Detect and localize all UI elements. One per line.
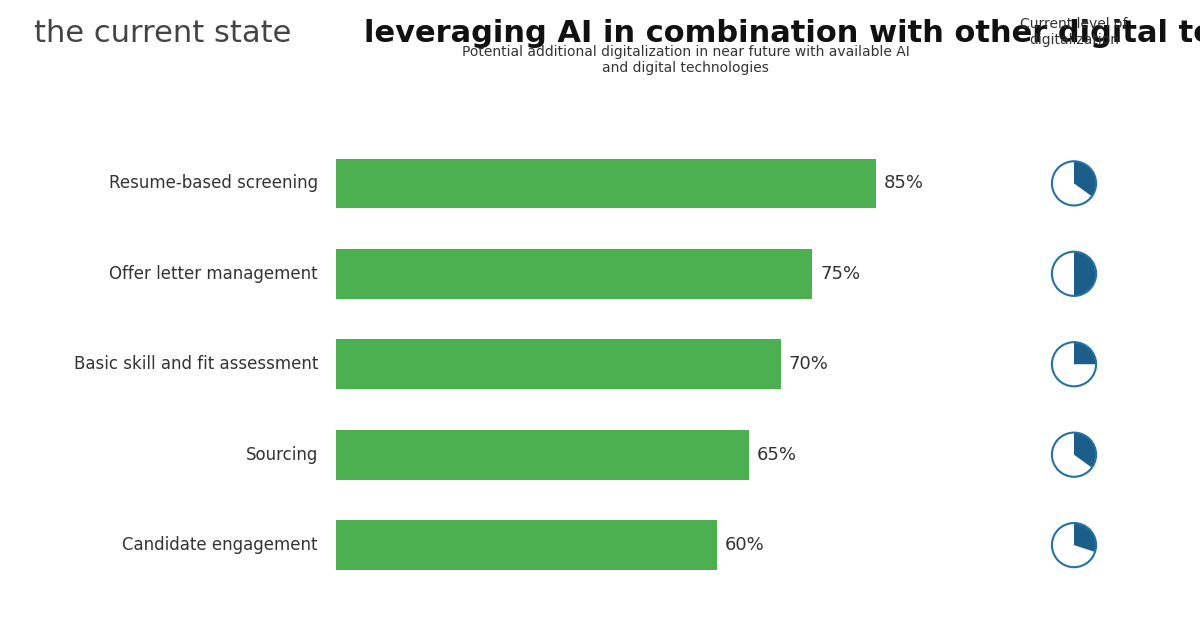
- Text: Current level of
digitalization: Current level of digitalization: [1020, 17, 1128, 47]
- Text: Sourcing: Sourcing: [246, 446, 318, 463]
- Text: 75%: 75%: [820, 265, 860, 283]
- Bar: [336, 158, 876, 208]
- Text: Potential additional digitalization in near future with available AI
and digital: Potential additional digitalization in n…: [462, 45, 910, 75]
- Text: Offer letter management: Offer letter management: [109, 265, 318, 283]
- Text: Candidate engagement: Candidate engagement: [122, 536, 318, 554]
- Wedge shape: [1074, 523, 1096, 552]
- Text: 65%: 65%: [756, 446, 797, 463]
- Circle shape: [1052, 342, 1096, 386]
- Wedge shape: [1074, 161, 1096, 197]
- Bar: [336, 520, 718, 570]
- Wedge shape: [1074, 252, 1096, 296]
- Text: Basic skill and fit assessment: Basic skill and fit assessment: [73, 355, 318, 373]
- Wedge shape: [1074, 342, 1096, 364]
- Bar: [336, 339, 781, 389]
- Circle shape: [1052, 161, 1096, 205]
- Circle shape: [1052, 523, 1096, 567]
- Text: leveraging AI in combination with other digital technologies: leveraging AI in combination with other …: [364, 19, 1200, 48]
- Circle shape: [1052, 252, 1096, 296]
- Text: Resume-based screening: Resume-based screening: [109, 175, 318, 192]
- Bar: [336, 249, 812, 299]
- Text: 85%: 85%: [883, 175, 924, 192]
- Text: 70%: 70%: [788, 355, 828, 373]
- Bar: [336, 430, 749, 480]
- Text: 60%: 60%: [725, 536, 764, 554]
- Wedge shape: [1074, 433, 1096, 468]
- Circle shape: [1052, 433, 1096, 477]
- Text: the current state: the current state: [34, 19, 301, 48]
